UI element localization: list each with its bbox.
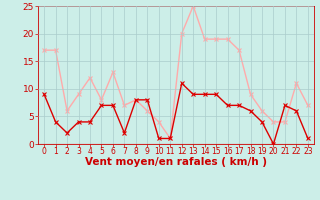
X-axis label: Vent moyen/en rafales ( km/h ): Vent moyen/en rafales ( km/h ) bbox=[85, 157, 267, 167]
